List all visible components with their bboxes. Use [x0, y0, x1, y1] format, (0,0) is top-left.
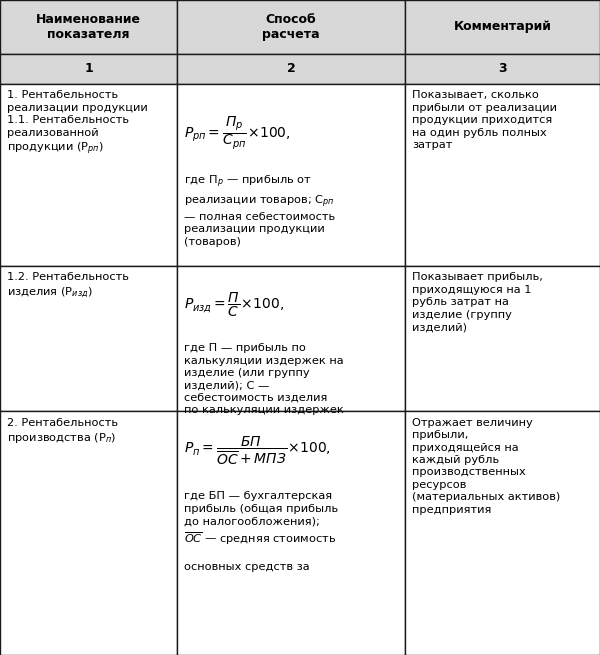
- Bar: [0, 54, 177, 84]
- Bar: [0, 0, 177, 54]
- Bar: [177, 266, 405, 411]
- Text: $P_{рп}=\dfrac{П_р}{С_{рп}}\!\times\!100,$: $P_{рп}=\dfrac{П_р}{С_{рп}}\!\times\!100…: [184, 115, 291, 151]
- Text: 1.2. Рентабельность
изделия (Р$_{изд}$): 1.2. Рентабельность изделия (Р$_{изд}$): [7, 272, 129, 300]
- Text: Отражает величину
прибыли,
приходящейся на
каждый рубль
производственных
ресурсо: Отражает величину прибыли, приходящейся …: [412, 418, 560, 515]
- Text: где БП — бухгалтерская
прибыль (общая прибыль
до налогообложения);
$\overline{ОС: где БП — бухгалтерская прибыль (общая пр…: [184, 491, 338, 572]
- Text: Комментарий: Комментарий: [454, 20, 551, 33]
- Bar: [177, 54, 405, 84]
- Bar: [0, 266, 177, 411]
- Bar: [405, 411, 600, 655]
- Text: 2. Рентабельность
производства (Р$_п$): 2. Рентабельность производства (Р$_п$): [7, 418, 118, 445]
- Bar: [177, 0, 405, 54]
- Text: 1. Рентабельность
реализации продукции
1.1. Рентабельность
реализованной
продукц: 1. Рентабельность реализации продукции 1…: [7, 90, 148, 157]
- Bar: [0, 84, 177, 266]
- Text: Наименование
показателя: Наименование показателя: [36, 13, 141, 41]
- Bar: [177, 411, 405, 655]
- Bar: [0, 411, 177, 655]
- Text: Способ
расчета: Способ расчета: [262, 13, 320, 41]
- Text: 1: 1: [84, 62, 93, 75]
- Bar: [405, 266, 600, 411]
- Text: Показывает, сколько
прибыли от реализации
продукции приходится
на один рубль пол: Показывает, сколько прибыли от реализаци…: [412, 90, 557, 150]
- Text: Показывает прибыль,
приходящуюся на 1
рубль затрат на
изделие (группу
изделий): Показывает прибыль, приходящуюся на 1 ру…: [412, 272, 543, 332]
- Text: где П — прибыль по
калькуляции издержек на
изделие (или группу
изделий); С —
себ: где П — прибыль по калькуляции издержек …: [184, 343, 344, 415]
- Text: 2: 2: [287, 62, 295, 75]
- Text: $P_п=\dfrac{БП}{\overline{ОС}+МПЗ}\!\times\!100,$: $P_п=\dfrac{БП}{\overline{ОС}+МПЗ}\!\tim…: [184, 434, 331, 467]
- Text: 3: 3: [498, 62, 507, 75]
- Bar: [405, 0, 600, 54]
- Text: $P_{изд}=\dfrac{П}{С}\!\times\!100,$: $P_{изд}=\dfrac{П}{С}\!\times\!100,$: [184, 291, 284, 320]
- Bar: [405, 84, 600, 266]
- Bar: [177, 84, 405, 266]
- Bar: [405, 54, 600, 84]
- Text: где П$_р$ — прибыль от
реализации товаров; С$_{рп}$
— полная себестоимость
реали: где П$_р$ — прибыль от реализации товаро…: [184, 174, 335, 247]
